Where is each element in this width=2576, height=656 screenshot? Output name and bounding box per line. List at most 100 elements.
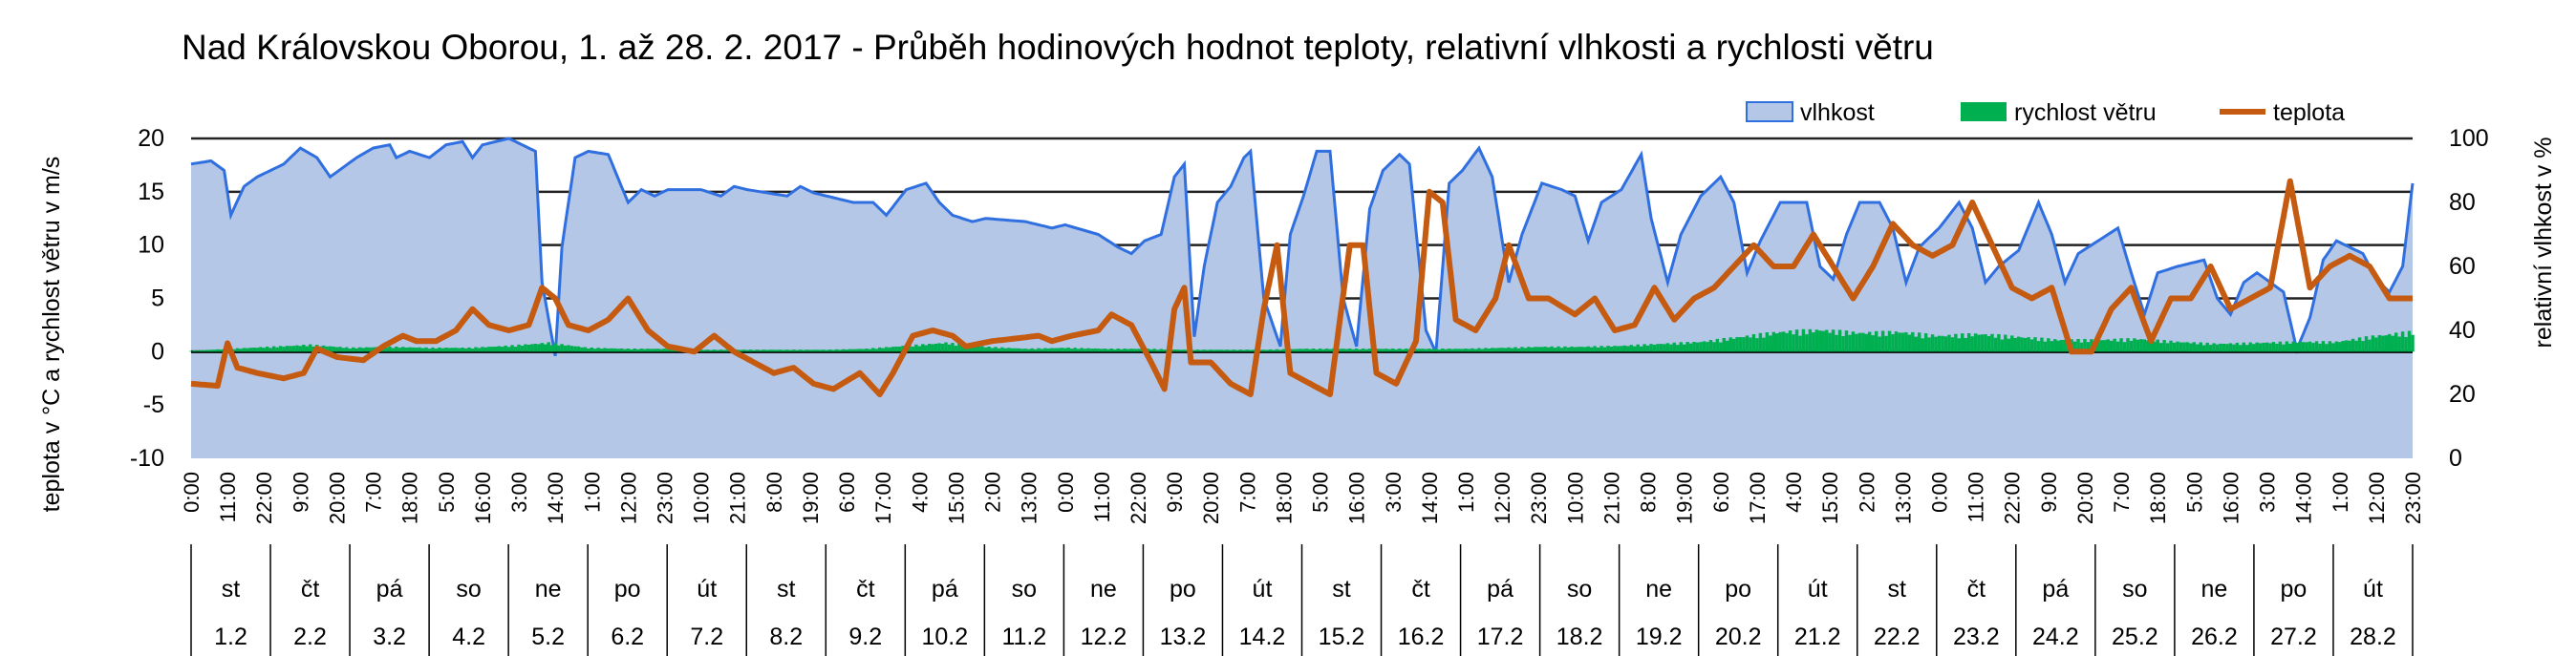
wind-bar: [2242, 342, 2246, 352]
wind-bar: [305, 346, 310, 352]
hour-tick-label: 14:00: [544, 472, 568, 524]
wind-bar: [1510, 348, 1514, 352]
wind-bar: [1206, 349, 1210, 352]
hour-tick-label: 10:00: [1563, 472, 1587, 524]
wind-bar: [334, 347, 339, 352]
wind-bar: [397, 348, 402, 352]
wind-bar: [2208, 345, 2213, 352]
wind-bar: [1921, 338, 1924, 352]
date-label: 11.2: [1001, 624, 1046, 650]
wind-bar: [1215, 349, 1219, 352]
wind-bar: [854, 349, 859, 352]
wind-bar: [2404, 336, 2408, 352]
weekday-label: pá: [932, 576, 958, 603]
wind-bar: [1229, 349, 1233, 352]
wind-bar: [196, 350, 200, 352]
wind-bar: [388, 346, 392, 352]
wind-bar: [2258, 343, 2263, 352]
wind-bar: [2010, 335, 2014, 352]
wind-bar: [2311, 343, 2315, 352]
wind-bar: [1539, 347, 1544, 352]
wind-bar: [1249, 349, 1253, 352]
wind-bar: [1719, 342, 1723, 352]
wind-bar: [556, 345, 561, 352]
wind-bar: [1182, 349, 1187, 352]
wind-bar: [1434, 348, 1438, 352]
wind-bar: [1712, 342, 1716, 352]
hour-tick-label: 12:00: [616, 472, 640, 524]
wind-bar: [2152, 341, 2157, 352]
wind-bar: [1037, 348, 1041, 352]
wind-bar: [1268, 349, 1273, 352]
wind-bar: [1086, 348, 1090, 352]
wind-bar: [1437, 349, 1442, 352]
hour-tick-label: 19:00: [799, 472, 823, 524]
wind-bar: [1898, 332, 1901, 352]
wind-bar: [1731, 338, 1736, 352]
wind-bar: [580, 347, 584, 352]
weekday-label: st: [222, 576, 241, 603]
wind-bar: [977, 346, 981, 352]
wind-bar: [451, 348, 455, 352]
wind-bar: [573, 346, 577, 352]
wind-bar: [603, 348, 607, 352]
wind-bar: [1973, 333, 1978, 352]
wind-bar: [1060, 348, 1064, 352]
wind-bar: [497, 346, 501, 352]
wind-bar: [1252, 349, 1256, 352]
wind-bar: [1583, 347, 1587, 352]
wind-bar: [1299, 349, 1302, 352]
wind-bar: [2063, 339, 2067, 352]
wind-bar: [2201, 345, 2206, 352]
weekday-label: so: [456, 576, 481, 603]
wind-bar: [646, 349, 650, 352]
hour-tick-label: 11:00: [1090, 472, 1114, 522]
date-label: 17.2: [1477, 624, 1524, 650]
hour-tick-label: 5:00: [1309, 472, 1333, 513]
wind-bar: [2033, 337, 2037, 352]
wind-bar: [1089, 349, 1094, 352]
wind-bar: [2325, 344, 2329, 352]
wind-bar: [1328, 349, 1332, 352]
wind-bar: [332, 346, 335, 352]
wind-bar: [309, 344, 312, 352]
hour-tick-label: 2:00: [1855, 472, 1878, 513]
wind-bar: [533, 344, 538, 352]
wind-bar: [420, 348, 425, 352]
wind-bar: [937, 343, 941, 352]
wind-bar: [818, 349, 823, 352]
wind-bar: [219, 349, 223, 352]
wind-bar: [2020, 337, 2024, 352]
wind-bar: [1864, 333, 1869, 352]
wind-bar: [1238, 349, 1243, 352]
wind-bar: [1381, 349, 1385, 352]
wind-bar: [1997, 333, 2001, 352]
wind-bar: [549, 345, 554, 352]
wind-bar: [2000, 339, 2005, 352]
wind-bar: [1986, 335, 1991, 352]
wind-bar: [1523, 348, 1528, 352]
wind-bar: [1990, 333, 1994, 352]
wind-bar: [1927, 337, 1931, 352]
wind-bar: [2040, 337, 2044, 352]
wind-bar: [633, 348, 637, 352]
wind-bar: [1033, 349, 1038, 352]
weekday-label: pá: [376, 576, 403, 603]
wind-bar: [1385, 349, 1388, 352]
wind-bar: [1550, 346, 1554, 352]
wind-bar: [971, 345, 975, 352]
wind-bar: [1003, 348, 1008, 352]
wind-bar: [2219, 343, 2222, 352]
temperature-line: [190, 178, 2413, 397]
wind-bar: [1109, 349, 1113, 352]
wind-bar: [974, 346, 977, 352]
weekday-label: po: [1725, 576, 1751, 603]
wind-bar: [662, 349, 667, 352]
wind-bar: [865, 349, 869, 352]
wind-bar: [592, 349, 597, 352]
wind-bar: [487, 347, 491, 352]
wind-bar: [1123, 349, 1127, 352]
wind-bar: [1947, 334, 1951, 352]
wind-bar: [590, 347, 593, 352]
y-tick-label-left: -10: [130, 445, 164, 472]
